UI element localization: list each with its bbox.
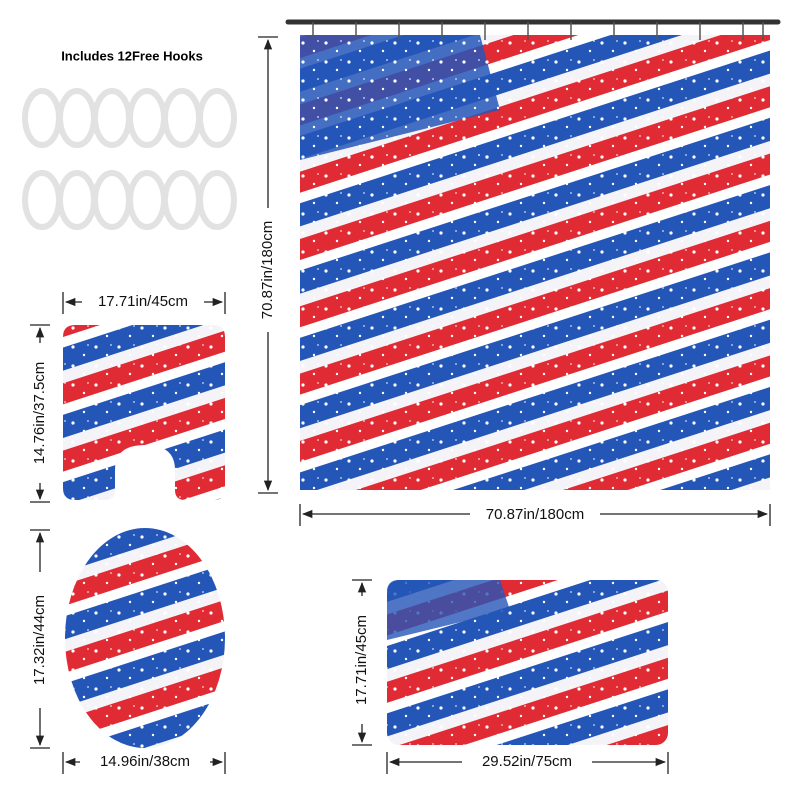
canton-stars [300, 35, 500, 160]
hook [22, 88, 62, 148]
label-background [30, 572, 50, 708]
lid-cover-stars [65, 528, 225, 748]
hook [197, 170, 237, 230]
hook [57, 88, 97, 148]
curtain-height: 70.87in/180cm [259, 221, 276, 319]
lid-cover-height: 17.32in/44cm [31, 595, 48, 685]
label-background [80, 753, 210, 771]
label-background [462, 753, 592, 771]
bath-mat-width: 29.52in/75cm [482, 753, 572, 770]
hook-row [22, 88, 237, 148]
hook [22, 170, 62, 230]
contour-mat-stars [63, 325, 225, 500]
hook [57, 170, 97, 230]
hook [197, 88, 237, 148]
bath-mat-height: 17.71in/45cm [353, 615, 370, 705]
label-background [258, 208, 278, 332]
lid-cover-width: 14.96in/38cm [100, 753, 190, 770]
label-background [82, 293, 204, 311]
hook-row [22, 170, 237, 230]
bath-mat-canton [387, 580, 510, 640]
label-background [352, 596, 372, 724]
hook [92, 170, 132, 230]
hooks [22, 88, 237, 230]
hook [162, 88, 202, 148]
contour-mat-height: 14.76in/37.5cm [31, 362, 48, 465]
label-background [470, 504, 600, 524]
hook [92, 88, 132, 148]
hooks-label: Includes 12Free Hooks [61, 48, 203, 63]
hook [162, 170, 202, 230]
contour-mat-width: 17.71in/45cm [98, 293, 188, 310]
hook [127, 88, 167, 148]
label-background [30, 343, 50, 483]
hook [127, 170, 167, 230]
curtain-width: 70.87in/180cm [486, 506, 584, 523]
curtain-hooks [312, 22, 764, 40]
